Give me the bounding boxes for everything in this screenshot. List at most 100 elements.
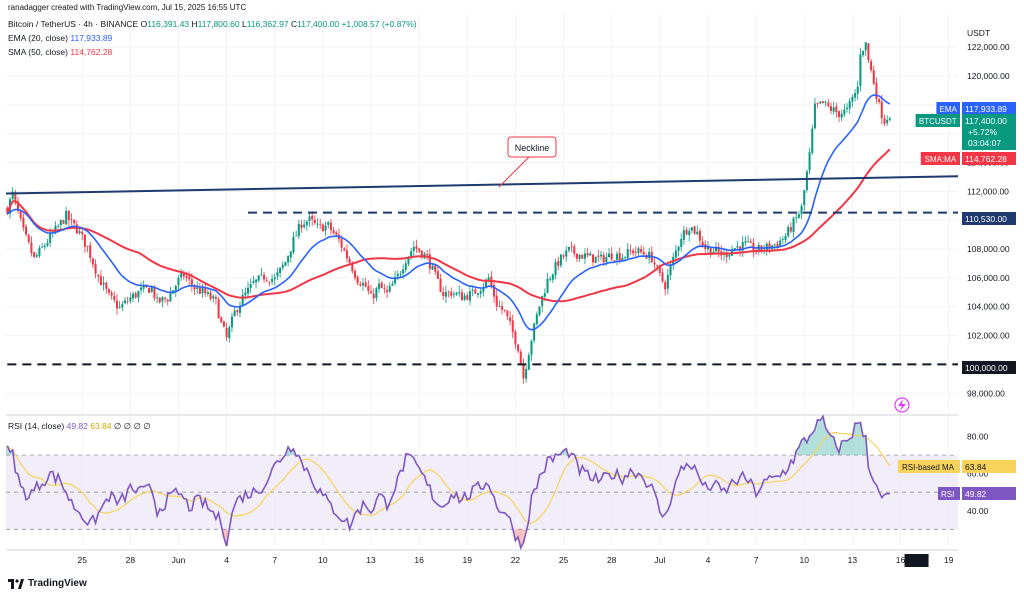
candle-body xyxy=(300,224,303,228)
annotation-layer: Neckline xyxy=(5,136,959,413)
candle-body xyxy=(690,227,693,231)
candle-body xyxy=(313,219,316,224)
candle-body xyxy=(581,254,584,259)
candle-body xyxy=(198,287,201,294)
candle-body xyxy=(214,297,217,299)
candle-body xyxy=(59,220,62,226)
candle-body xyxy=(150,286,153,292)
sma-legend[interactable]: SMA (50, close) 114,762.28 xyxy=(8,47,112,57)
candle-body xyxy=(482,287,485,292)
candle-body xyxy=(450,291,453,296)
time-tick-label: 19 xyxy=(463,555,473,565)
candle-body xyxy=(351,264,354,272)
candle-body xyxy=(308,216,311,222)
candle-body xyxy=(808,152,811,171)
candle-body xyxy=(241,294,244,306)
rsi-legend[interactable]: RSI (14, close) 49.82 63.84 ∅ ∅ ∅ ∅ xyxy=(8,421,151,432)
candle-body xyxy=(573,246,576,254)
candle-body xyxy=(862,51,865,56)
candle-body xyxy=(714,246,718,252)
candle-body xyxy=(797,214,800,218)
time-tick-label: 10 xyxy=(318,555,328,565)
candle-body xyxy=(305,221,308,226)
tradingview-brand[interactable]: TradingView xyxy=(8,578,87,589)
rsi-ma-line xyxy=(6,431,891,524)
candle-body xyxy=(784,236,787,241)
symbol-ohlc-line: Bitcoin / TetherUS · 4h · BINANCE O116,3… xyxy=(8,19,417,29)
price-tag-name-bg xyxy=(936,102,960,115)
candle-body xyxy=(260,273,263,275)
candle-body xyxy=(677,246,680,251)
candle-body xyxy=(22,217,25,228)
candle-body xyxy=(484,279,488,287)
candle-body xyxy=(193,286,196,290)
candle-body xyxy=(335,232,338,235)
lightning-icon[interactable] xyxy=(894,397,910,413)
rsi-legend-value: 49.82 xyxy=(66,421,88,431)
candle-body xyxy=(319,223,322,225)
candle-body xyxy=(190,279,193,286)
candle-body xyxy=(268,281,271,283)
candle-body xyxy=(174,285,177,292)
candle-body xyxy=(158,297,161,303)
candle-body xyxy=(292,236,295,253)
candle-body xyxy=(487,277,490,280)
sma-50-line xyxy=(6,148,891,303)
candle-body xyxy=(452,293,455,295)
candle-body xyxy=(549,278,552,280)
candle-body xyxy=(236,310,239,313)
candle-body xyxy=(345,250,348,259)
candle-body xyxy=(538,306,541,315)
candle-body xyxy=(439,278,442,292)
candle-body xyxy=(94,263,97,274)
candle-body xyxy=(233,310,236,317)
neckline-trendline[interactable] xyxy=(5,175,959,195)
candle-body xyxy=(527,355,530,370)
candle-body xyxy=(493,285,496,297)
candle-body xyxy=(674,250,677,258)
price-axis-unit: USDT xyxy=(967,28,990,38)
current-time-marker-bg xyxy=(904,554,929,567)
candle-body xyxy=(634,251,637,253)
ohlc-close: 117,400.00 xyxy=(297,19,340,29)
candle-body xyxy=(115,300,118,309)
symbol-label[interactable]: Bitcoin / TetherUS · 4h · BINANCE xyxy=(8,19,139,29)
sma-legend-value: 114,762.28 xyxy=(70,47,113,57)
rsi-ma-legend-value: 63.84 xyxy=(90,421,112,431)
candle-body xyxy=(455,292,458,295)
candle-body xyxy=(388,285,391,292)
ema-legend[interactable]: EMA (20, close) 117,933.89 xyxy=(8,33,112,43)
neckline-callout-box[interactable] xyxy=(507,136,557,158)
candle-body xyxy=(608,253,611,258)
candle-body xyxy=(829,106,832,111)
axis-layer: USDT122,000.00120,000.00118,000.00116,00… xyxy=(77,28,1016,567)
candle-body xyxy=(271,278,274,282)
candle-body xyxy=(709,246,712,255)
candle-body xyxy=(444,291,447,297)
price-tick-label: 120,000.00 xyxy=(967,71,1010,81)
candle-body xyxy=(246,287,250,294)
candle-body xyxy=(848,101,851,109)
candle-body xyxy=(792,218,795,233)
candle-body xyxy=(38,247,41,256)
candle-body xyxy=(567,246,570,251)
candle-body xyxy=(343,248,346,251)
candle-body xyxy=(121,304,124,308)
candle-body xyxy=(864,42,867,51)
candle-body xyxy=(391,283,394,286)
candle-body xyxy=(685,229,688,235)
candle-body xyxy=(698,231,701,241)
candle-body xyxy=(843,109,846,115)
candle-body xyxy=(586,253,589,256)
candle-body xyxy=(225,327,228,338)
candle-body xyxy=(370,291,373,294)
candle-body xyxy=(570,246,573,248)
candle-body xyxy=(835,106,838,113)
rsi-tag-value: 49.82 xyxy=(965,489,987,499)
rsi-ma-tag-value-bg xyxy=(962,460,1016,473)
price-tick-label: 106,000.00 xyxy=(967,273,1010,283)
rsi-background-layer xyxy=(6,454,958,530)
candle-body xyxy=(209,292,212,300)
candle-body xyxy=(616,253,619,260)
